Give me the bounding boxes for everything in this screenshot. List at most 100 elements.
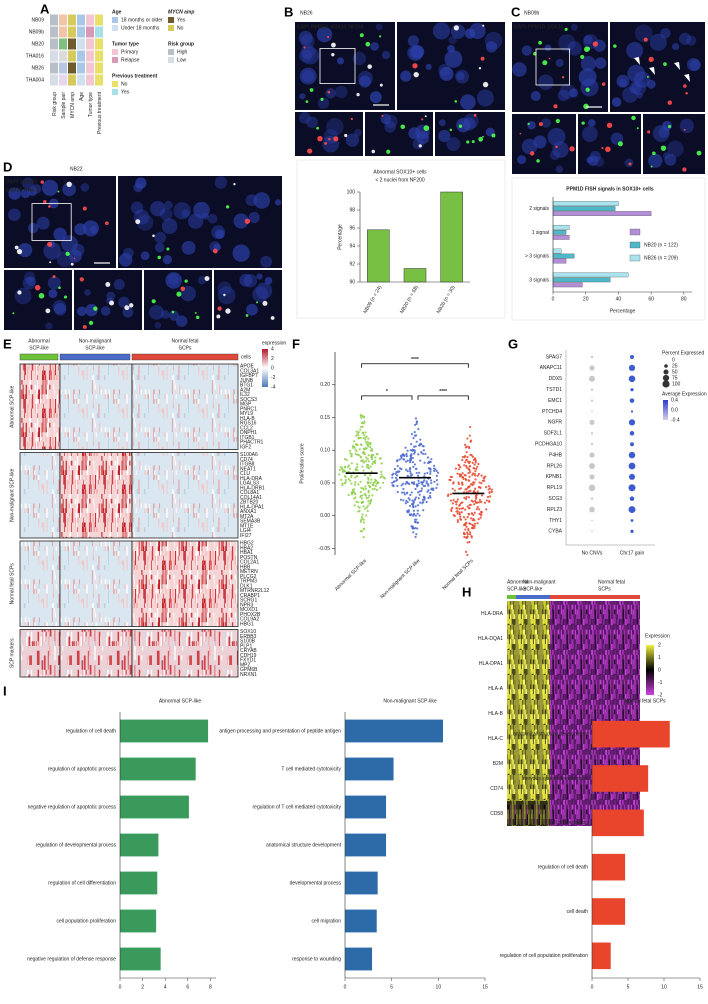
nucleus <box>260 256 272 268</box>
point-cloud <box>455 510 457 512</box>
signal <box>661 145 666 150</box>
dot <box>629 419 635 425</box>
signal <box>58 286 61 289</box>
column-group-label: SCP-like <box>85 345 105 351</box>
gene-label: THY1 <box>549 518 562 524</box>
point-cloud <box>415 496 417 498</box>
point-cloud <box>463 464 465 466</box>
significance-bracket <box>362 364 469 368</box>
channel-label: SOX10 <box>6 187 22 193</box>
panel-letter: E <box>3 336 12 351</box>
signal <box>17 249 22 254</box>
sample-cell <box>77 15 85 26</box>
legend-swatch <box>168 57 174 63</box>
point-cloud <box>395 477 397 479</box>
sample-cell <box>77 39 85 50</box>
legend-swatch <box>630 229 640 235</box>
point-cloud <box>359 496 361 498</box>
sample-cell <box>95 63 103 74</box>
point-cloud <box>396 474 398 476</box>
point-cloud <box>475 495 477 497</box>
signal <box>413 72 418 77</box>
point-cloud <box>407 482 409 484</box>
point-cloud <box>364 485 366 487</box>
nucleus <box>61 235 78 252</box>
point-cloud <box>456 473 458 475</box>
nucleus <box>101 306 111 316</box>
signal <box>152 234 155 237</box>
point-cloud <box>436 475 438 477</box>
column-label: Previous treatment <box>97 91 103 134</box>
point-cloud <box>455 468 457 470</box>
point-cloud <box>480 517 482 519</box>
point-cloud <box>457 513 459 515</box>
point-cloud <box>456 501 458 503</box>
sample-cell <box>50 15 58 26</box>
point-cloud <box>467 516 469 518</box>
signal <box>35 285 40 290</box>
nucleus <box>162 218 178 234</box>
point-cloud <box>411 503 413 505</box>
point-cloud <box>407 475 409 477</box>
nucleus <box>627 65 645 83</box>
nucleus <box>37 217 50 230</box>
y-tick-label: 100 <box>347 189 356 195</box>
y-tick-label: 0.20 <box>320 382 330 388</box>
sample-cell <box>68 75 76 86</box>
point-cloud <box>462 456 464 458</box>
point-cloud <box>380 457 382 459</box>
point-cloud <box>437 472 439 474</box>
point-cloud <box>396 485 398 487</box>
point-cloud <box>477 506 479 508</box>
nucleus <box>548 128 566 146</box>
nucleus <box>663 152 670 159</box>
signal <box>317 136 322 141</box>
sample-label: NB26 <box>31 65 44 71</box>
point-cloud <box>370 482 372 484</box>
point-cloud <box>355 443 357 445</box>
nucleus <box>635 24 653 42</box>
chart-title: PPM1D FISH signals in SOX10+ cells <box>566 186 654 192</box>
bar <box>345 796 386 819</box>
bar <box>345 758 394 781</box>
bar <box>553 254 574 258</box>
heatmap-block <box>60 630 132 678</box>
dot <box>630 355 634 359</box>
point-cloud <box>355 435 357 437</box>
column-group-label: Normal fetal <box>172 338 199 344</box>
point-cloud <box>372 488 374 490</box>
nucleus <box>53 300 67 314</box>
nucleus <box>358 71 373 86</box>
sample-cell <box>59 51 67 62</box>
point-cloud <box>465 498 467 500</box>
nucleus <box>254 192 271 209</box>
point-cloud <box>360 487 362 489</box>
point-cloud <box>404 493 406 495</box>
point-cloud <box>466 456 468 458</box>
heatmap-block <box>507 726 516 751</box>
signal <box>310 88 314 92</box>
point-cloud <box>381 475 383 477</box>
x-tick-label: 40 <box>616 296 622 302</box>
sample-label: THA016 <box>26 53 45 59</box>
point-cloud <box>460 508 462 510</box>
nucleus <box>114 279 125 290</box>
nucleus <box>619 79 627 87</box>
gene-label: PTCHD4 <box>542 409 562 415</box>
channel-label: SOX10 <box>330 24 346 30</box>
point-cloud <box>433 481 435 483</box>
point-cloud <box>341 467 343 469</box>
y-tick-label: developmental process <box>290 880 342 886</box>
signal <box>47 242 52 247</box>
point-cloud <box>356 463 358 465</box>
signal <box>196 316 199 319</box>
signal <box>225 308 230 313</box>
legend-title: MYCN amp <box>168 9 194 15</box>
point-cloud <box>477 475 479 477</box>
point-cloud <box>414 449 416 451</box>
point-cloud <box>350 455 352 457</box>
point-cloud <box>417 475 419 477</box>
point-cloud <box>476 508 478 510</box>
point-cloud <box>430 458 432 460</box>
signal <box>581 121 584 124</box>
